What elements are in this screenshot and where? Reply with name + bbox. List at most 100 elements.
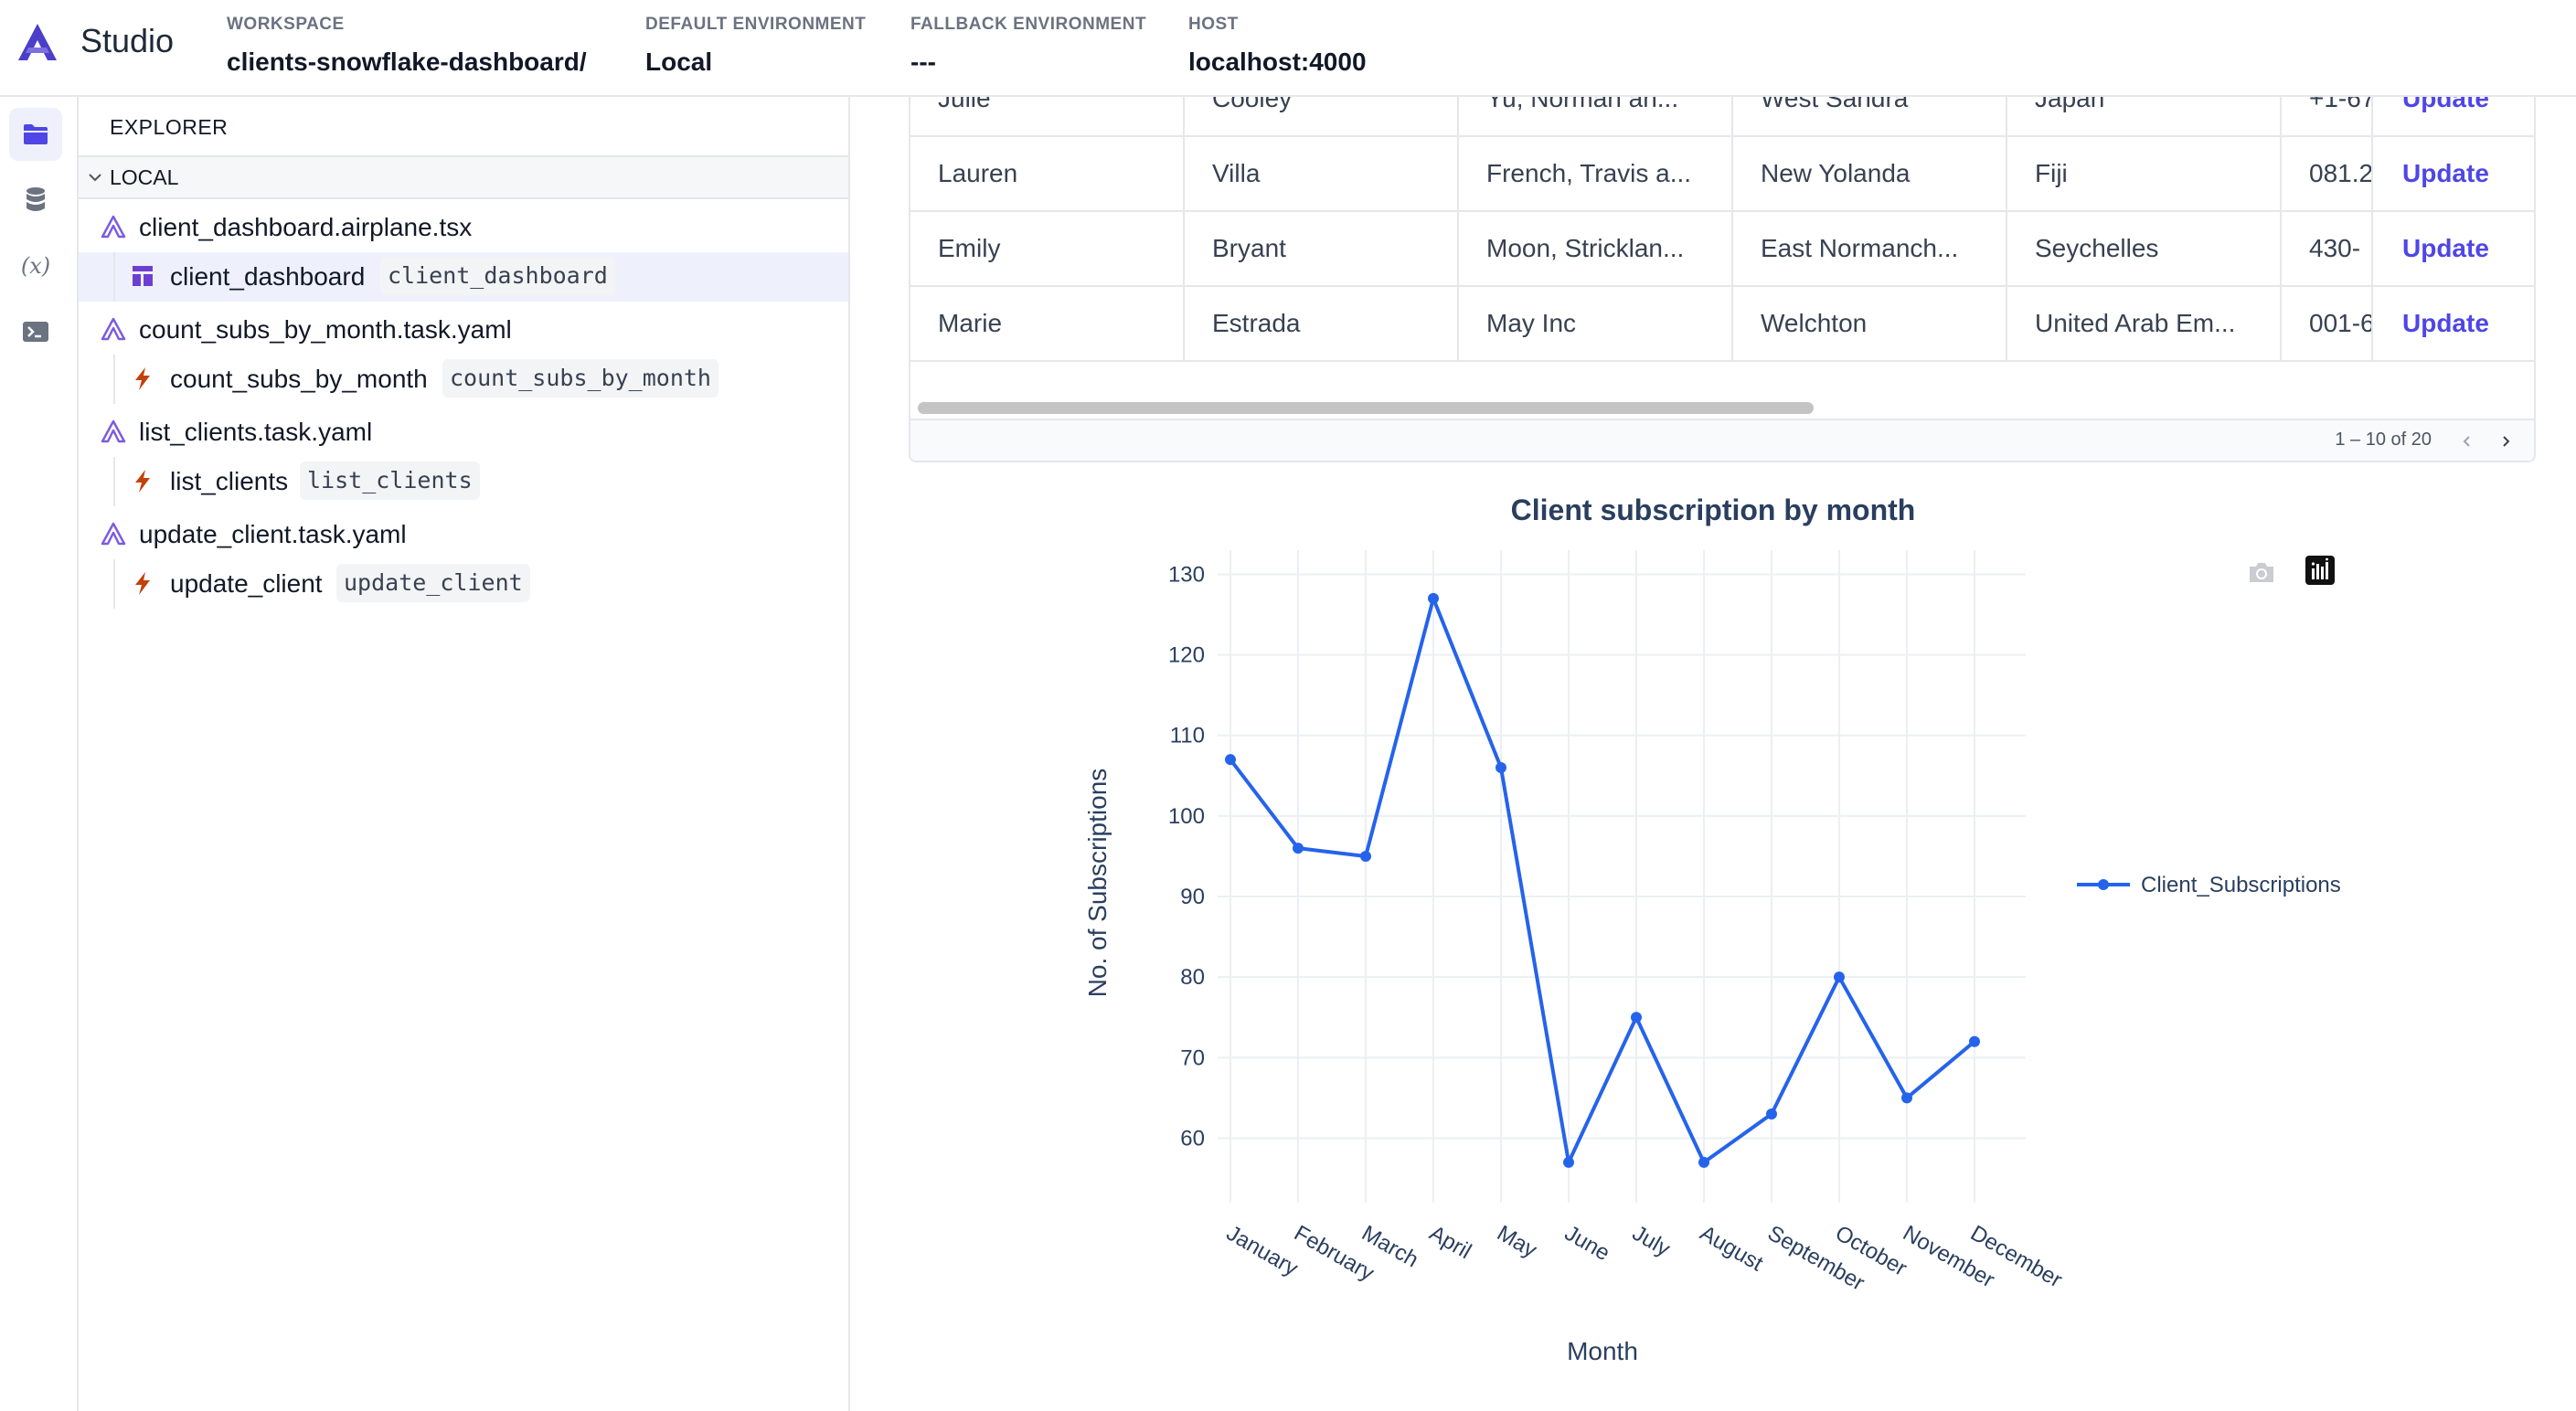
- table-cell: Bryant: [1185, 212, 1459, 285]
- update-client-button[interactable]: Update: [2402, 309, 2489, 337]
- next-page-button[interactable]: [2494, 430, 2517, 453]
- fallback-env-info: FALLBACK ENVIRONMENT ---: [910, 15, 1146, 77]
- variable-icon: (x): [20, 253, 51, 279]
- tree-entity-slug: client_dashboard: [380, 257, 615, 295]
- airplane-file-icon: [101, 215, 126, 239]
- data-point: [1834, 971, 1845, 983]
- table-cell: West Sandra: [1733, 97, 2007, 135]
- data-point: [1901, 1092, 1912, 1104]
- table-cell: Welchton: [1733, 287, 2007, 360]
- tree-entity-client-dashboard[interactable]: client_dashboard client_dashboard: [79, 252, 848, 302]
- scrollbar-thumb[interactable]: [918, 402, 1814, 414]
- update-client-button[interactable]: Update: [2402, 97, 2489, 112]
- fallback-env-value[interactable]: ---: [910, 48, 936, 76]
- table-cell: 001-6: [2282, 287, 2373, 360]
- update-client-button[interactable]: Update: [2402, 234, 2489, 262]
- tree-entity-slug: list_clients: [300, 461, 480, 500]
- terminal-icon: [23, 322, 48, 342]
- database-icon: [27, 187, 45, 211]
- data-point: [1698, 1156, 1709, 1168]
- table-cell: Yu, Norman an...: [1459, 97, 1733, 135]
- tree-file-list-clients[interactable]: list_clients.task.yaml: [79, 408, 848, 457]
- bolt-icon: [135, 470, 150, 493]
- view-icon: [133, 266, 153, 286]
- tree-file-count-subs[interactable]: count_subs_by_month.task.yaml: [79, 305, 848, 355]
- table-cell: French, Travis a...: [1459, 137, 1733, 210]
- y-tick-label: 60: [1180, 1126, 1205, 1151]
- data-point: [1969, 1035, 1980, 1047]
- x-tick-label: August: [1696, 1221, 1767, 1277]
- tree-entity-list-clients[interactable]: list_clients list_clients: [79, 457, 848, 506]
- x-tick-label: May: [1493, 1221, 1541, 1263]
- local-section-header[interactable]: LOCAL: [79, 155, 848, 199]
- chart-title: Client subscription by month: [1510, 493, 1916, 526]
- tree-file-label: list_clients.task.yaml: [139, 418, 373, 446]
- tree-entity-count-subs[interactable]: count_subs_by_month count_subs_by_month: [79, 355, 848, 404]
- x-tick-label: January: [1222, 1221, 1302, 1281]
- rail-database-button[interactable]: [9, 174, 62, 227]
- tree-file-label: count_subs_by_month.task.yaml: [139, 315, 512, 344]
- table-row: Julie Cooley Yu, Norman an... West Sandra Ja…: [910, 97, 2534, 137]
- table-cell: Japan: [2007, 97, 2282, 135]
- tree-file-update-client[interactable]: update_client.task.yaml: [79, 510, 848, 559]
- tree-entity-label: update_client: [170, 569, 323, 598]
- plotly-logo-button[interactable]: [2304, 554, 2336, 587]
- activity-rail: (x): [0, 97, 79, 1411]
- table-row: Marie Estrada May Inc Welchton United Arab E…: [910, 287, 2534, 362]
- prev-page-button[interactable]: [2455, 430, 2479, 453]
- y-tick-label: 110: [1170, 724, 1205, 748]
- tree-file-label: client_dashboard.airplane.tsx: [139, 213, 473, 241]
- table-cell: Estrada: [1185, 287, 1459, 360]
- explorer-title: EXPLORER: [110, 115, 229, 139]
- app-name: Studio: [80, 22, 175, 59]
- horizontal-scrollbar[interactable]: [910, 397, 2534, 420]
- y-tick-label: 130: [1168, 562, 1205, 587]
- tree-entity-label: client_dashboard: [170, 262, 366, 291]
- plotly-logo-icon: [2305, 556, 2335, 585]
- data-point: [1631, 1012, 1642, 1024]
- y-tick-label: 80: [1180, 965, 1205, 990]
- host-label: HOST: [1188, 15, 1239, 34]
- airplane-file-icon: [101, 419, 126, 443]
- table-cell: Fiji: [2007, 137, 2282, 210]
- rail-terminal-button[interactable]: [9, 305, 62, 358]
- data-point: [1766, 1109, 1777, 1120]
- table-cell: Julie: [910, 97, 1185, 135]
- y-tick-label: 100: [1168, 804, 1205, 829]
- tree-entity-slug: update_client: [336, 564, 530, 602]
- table-cell: May Inc: [1459, 287, 1733, 360]
- table-row: Lauren Villa French, Travis a... New Yoland…: [910, 137, 2534, 212]
- chevron-down-icon: [89, 174, 101, 182]
- local-section-label: LOCAL: [110, 165, 179, 189]
- airplane-file-icon: [101, 317, 126, 341]
- rail-explorer-button[interactable]: [9, 108, 62, 161]
- airplane-file-icon: [101, 522, 126, 546]
- y-tick-label: 120: [1168, 643, 1205, 668]
- tree-guide-line: [113, 457, 115, 506]
- table-pagination: 1 – 10 of 20: [910, 420, 2534, 461]
- table-cell: Seychelles: [2007, 212, 2282, 285]
- bolt-icon: [135, 367, 150, 390]
- table-cell: East Normanch...: [1733, 212, 2007, 285]
- folder-icon: [24, 124, 48, 144]
- top-header: Studio WORKSPACE clients-snowflake-dashb…: [0, 0, 2576, 97]
- tree-guide-line: [113, 252, 115, 302]
- airplane-logo-icon[interactable]: [16, 22, 59, 62]
- rail-variables-button[interactable]: (x): [9, 239, 62, 292]
- tree-entity-update-client[interactable]: update_client update_client: [79, 559, 848, 609]
- default-env-value[interactable]: Local: [645, 48, 713, 76]
- download-png-button[interactable]: [2245, 556, 2278, 589]
- update-client-button[interactable]: Update: [2402, 159, 2489, 187]
- camera-icon: [2250, 563, 2273, 582]
- workspace-value[interactable]: clients-snowflake-dashboard/: [227, 48, 587, 76]
- table-cell: 430-: [2282, 212, 2373, 285]
- x-tick-label: July: [1628, 1221, 1674, 1262]
- x-tick-label: June: [1560, 1221, 1614, 1266]
- tree-file-client-dashboard[interactable]: client_dashboard.airplane.tsx: [79, 203, 848, 252]
- x-axis-title: Month: [1567, 1337, 1638, 1365]
- fallback-env-label: FALLBACK ENVIRONMENT: [910, 15, 1147, 34]
- clients-table: Julie Cooley Yu, Norman an... West Sandra Ja…: [909, 97, 2536, 462]
- table-cell: United Arab Em...: [2007, 287, 2282, 360]
- host-value[interactable]: localhost:4000: [1188, 48, 1367, 76]
- tree-guide-line: [113, 559, 115, 609]
